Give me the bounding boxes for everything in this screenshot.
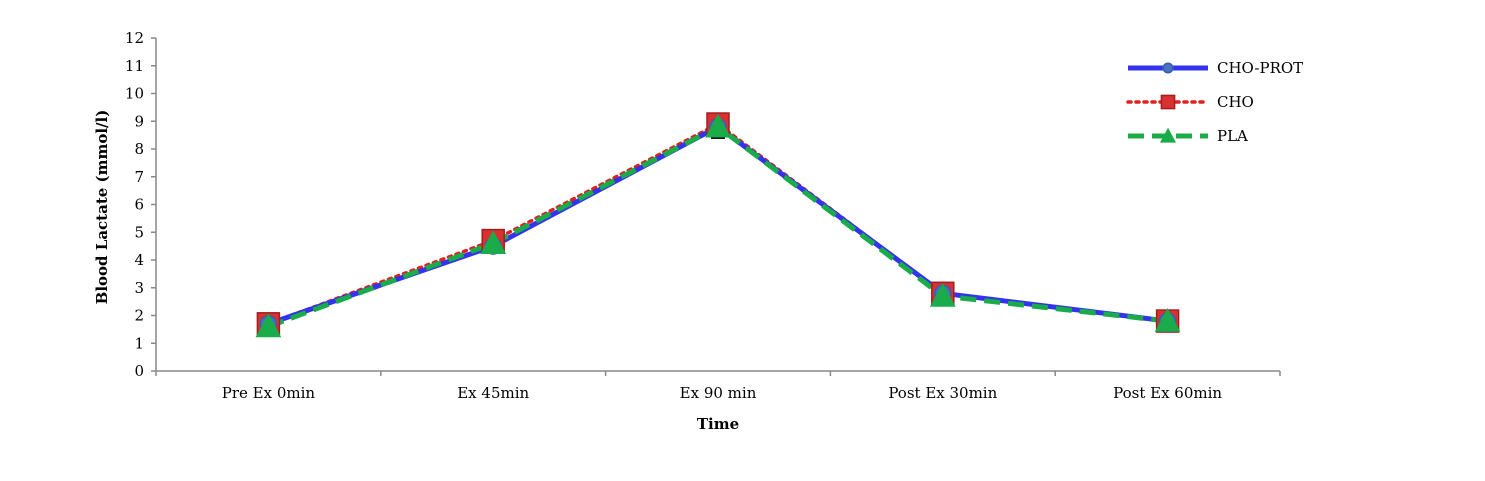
y-tick-label: 0 [134, 362, 144, 380]
data-point-pla [255, 313, 282, 338]
y-tick-label: 8 [134, 140, 144, 158]
x-tick-label: Ex 90 min [680, 384, 757, 402]
y-tick-label: 12 [125, 29, 144, 47]
x-tick-label: Post Ex 30min [888, 384, 997, 402]
series-line-pla [267, 124, 1168, 329]
data-point-pla [705, 113, 731, 138]
series-line-cho [266, 122, 1170, 326]
y-tick-label: 11 [125, 57, 144, 75]
y-tick-label: 4 [134, 251, 144, 269]
y-tick-label: 2 [134, 307, 144, 325]
legend-marker-pla [1159, 127, 1177, 143]
x-tick-label: Ex 45min [457, 384, 529, 402]
x-axis-title: Time [697, 415, 739, 433]
series-line-cho-prot [267, 124, 1168, 327]
series-layer [255, 112, 1181, 338]
y-tick-label: 1 [134, 334, 144, 352]
y-tick-label: 10 [125, 85, 144, 103]
x-tick-label: Post Ex 60min [1113, 384, 1222, 402]
legend-label-cho: CHO [1217, 93, 1254, 111]
y-tick-label: 7 [134, 168, 144, 186]
legend-marker-cho-prot [1162, 62, 1174, 74]
data-point-pla [929, 283, 956, 307]
y-tick-label: 6 [134, 196, 144, 214]
y-axis-title: Blood Lactate (mmol/l) [93, 110, 111, 305]
data-point-pla [480, 230, 507, 255]
x-tick-label: Pre Ex 0min [222, 384, 316, 402]
y-tick-label: 9 [134, 112, 144, 130]
x-axis: Pre Ex 0min Ex 45min Ex 90 min Post Ex 30mi… [155, 370, 1281, 402]
legend-label-pla: PLA [1217, 127, 1248, 145]
legend-label-cho-prot: CHO-PROT [1217, 59, 1303, 77]
data-point-pla [1154, 307, 1181, 332]
legend: CHO-PROT CHO PLA [1126, 59, 1303, 145]
y-tick-label: 5 [134, 223, 144, 241]
y-tick-label: 3 [134, 279, 144, 297]
legend-marker-cho [1160, 94, 1176, 110]
